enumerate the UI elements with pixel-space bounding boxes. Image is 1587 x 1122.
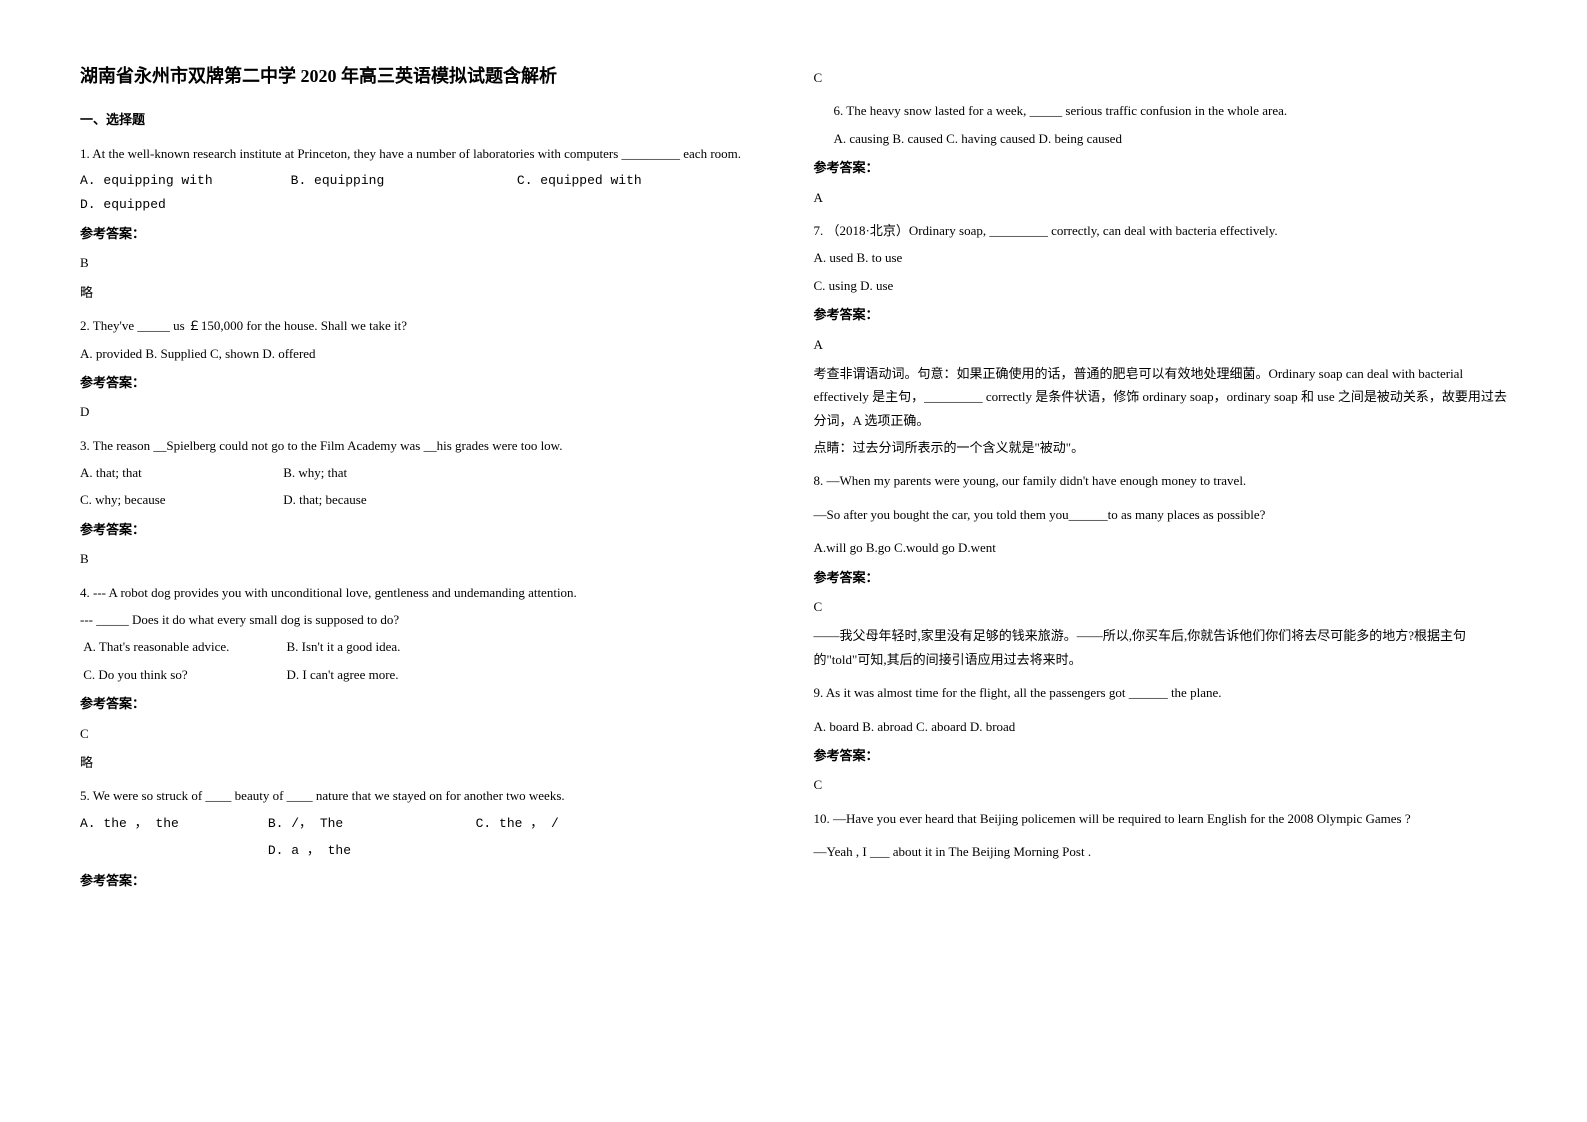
option-a: A. equipping with xyxy=(80,173,213,188)
answer-value: A xyxy=(814,186,1508,209)
options-row: A. equipping with B. equipping C. equipp… xyxy=(80,169,774,216)
option-b: B. Isn't it a good idea. xyxy=(287,639,401,654)
question-8: 8. —When my parents were young, our fami… xyxy=(814,469,1508,671)
question-line-2: --- _____ Does it do what every small do… xyxy=(80,608,774,631)
question-text: 9. As it was almost time for the flight,… xyxy=(814,681,1508,704)
answer-label: 参考答案： xyxy=(814,156,1508,179)
option-a: A. That's reasonable advice. xyxy=(83,635,283,658)
question-2: 2. They've _____ us ￡150,000 for the hou… xyxy=(80,314,774,424)
question-line-1: 4. --- A robot dog provides you with unc… xyxy=(80,581,774,604)
section-heading: 一、选择题 xyxy=(80,108,774,131)
question-text: 7. （2018·北京）Ordinary soap, _________ cor… xyxy=(814,219,1508,242)
question-line-1: 8. —When my parents were young, our fami… xyxy=(814,469,1508,492)
answer-value: B xyxy=(80,251,774,274)
answer-value: C xyxy=(80,722,774,745)
option-b: B. /， The xyxy=(268,812,468,835)
option-a: A. the ， the xyxy=(80,812,260,835)
question-1: 1. At the well-known research institute … xyxy=(80,142,774,304)
answer-label: 参考答案： xyxy=(814,566,1508,589)
answer-value-q5: C xyxy=(814,66,1508,89)
explanation: ——我父母年轻时,家里没有足够的钱来旅游。——所以,你买车后,你就告诉他们你们将… xyxy=(814,624,1508,671)
answer-value: C xyxy=(814,773,1508,796)
options-row-2: C. Do you think so? D. I can't agree mor… xyxy=(80,663,774,686)
answer-value: B xyxy=(80,547,774,570)
answer-label: 参考答案： xyxy=(80,518,774,541)
option-d: D. a ， the xyxy=(268,843,351,858)
options-row-1: A. used B. to use xyxy=(814,246,1508,269)
left-column: 湖南省永州市双牌第二中学 2020 年高三英语模拟试题含解析 一、选择题 1. … xyxy=(80,60,774,902)
note: 略 xyxy=(80,751,774,774)
answer-label: 参考答案： xyxy=(814,303,1508,326)
options-row-2: C. why; because D. that; because xyxy=(80,488,774,511)
option-d: D. I can't agree more. xyxy=(287,667,399,682)
note: 略 xyxy=(80,281,774,304)
option-d: D. equipped xyxy=(80,197,166,212)
options-row: A. board B. abroad C. aboard D. broad xyxy=(814,715,1508,738)
option-b: B. why; that xyxy=(283,465,347,480)
answer-value: A xyxy=(814,333,1508,356)
option-c: C. why; because xyxy=(80,488,280,511)
options-row: A.will go B.go C.would go D.went xyxy=(814,536,1508,559)
question-4: 4. --- A robot dog provides you with unc… xyxy=(80,581,774,775)
question-text: 3. The reason __Spielberg could not go t… xyxy=(80,434,774,457)
question-text: 2. They've _____ us ￡150,000 for the hou… xyxy=(80,314,774,337)
question-3: 3. The reason __Spielberg could not go t… xyxy=(80,434,774,571)
options-row-1: A. the ， the B. /， The C. the ， / xyxy=(80,812,774,835)
answer-label: 参考答案： xyxy=(80,692,774,715)
question-9: 9. As it was almost time for the flight,… xyxy=(814,681,1508,797)
right-column: C 6. The heavy snow lasted for a week, _… xyxy=(814,60,1508,902)
option-c: C. the ， / xyxy=(476,816,559,831)
options-row-2: D. a ， the xyxy=(80,839,774,862)
options-row: A. provided B. Supplied C, shown D. offe… xyxy=(80,342,774,365)
option-a: A. that; that xyxy=(80,461,280,484)
answer-value: D xyxy=(80,400,774,423)
page-title: 湖南省永州市双牌第二中学 2020 年高三英语模拟试题含解析 xyxy=(80,60,774,92)
question-text: 1. At the well-known research institute … xyxy=(80,142,774,165)
options-row-1: A. that; that B. why; that xyxy=(80,461,774,484)
question-line-2: —Yeah , I ___ about it in The Beijing Mo… xyxy=(814,840,1508,863)
explanation-2: 点睛：过去分词所表示的一个含义就是"被动"。 xyxy=(814,436,1508,459)
options-row: A. causing B. caused C. having caused D.… xyxy=(814,127,1508,150)
option-d: D. that; because xyxy=(283,492,366,507)
options-row-1: A. That's reasonable advice. B. Isn't it… xyxy=(80,635,774,658)
question-10: 10. —Have you ever heard that Beijing po… xyxy=(814,807,1508,864)
question-line-2: —So after you bought the car, you told t… xyxy=(814,503,1508,526)
question-6: 6. The heavy snow lasted for a week, ___… xyxy=(814,99,1508,209)
answer-label: 参考答案： xyxy=(80,371,774,394)
answer-label: 参考答案： xyxy=(80,222,774,245)
answer-label: 参考答案： xyxy=(80,869,774,892)
explanation-1: 考查非谓语动词。句意：如果正确使用的话，普通的肥皂可以有效地处理细菌。Ordin… xyxy=(814,362,1508,432)
question-line-1: 10. —Have you ever heard that Beijing po… xyxy=(840,807,1508,830)
question-text: 5. We were so struck of ____ beauty of _… xyxy=(80,784,774,807)
option-c: C. Do you think so? xyxy=(83,663,283,686)
options-row-2: C. using D. use xyxy=(814,274,1508,297)
question-text: 6. The heavy snow lasted for a week, ___… xyxy=(814,99,1508,122)
answer-value: C xyxy=(814,595,1508,618)
option-c: C. equipped with xyxy=(517,173,642,188)
question-7: 7. （2018·北京）Ordinary soap, _________ cor… xyxy=(814,219,1508,460)
option-b: B. equipping xyxy=(291,173,385,188)
answer-label: 参考答案： xyxy=(814,744,1508,767)
question-5: 5. We were so struck of ____ beauty of _… xyxy=(80,784,774,892)
